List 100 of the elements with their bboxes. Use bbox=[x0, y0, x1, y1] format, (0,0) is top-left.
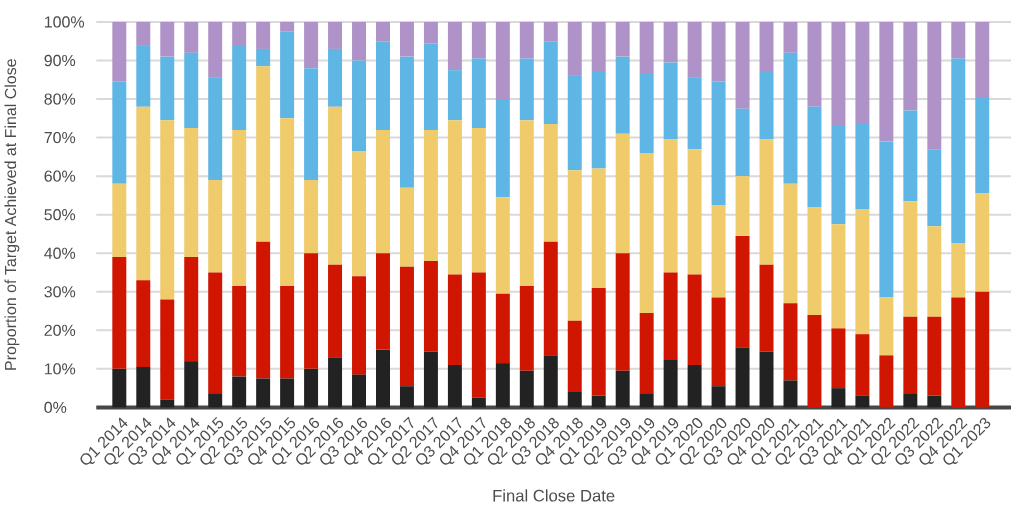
y-tick-label: 50% bbox=[44, 208, 76, 221]
bar bbox=[855, 395, 870, 408]
bar bbox=[543, 21, 558, 42]
bar bbox=[903, 110, 918, 202]
bar bbox=[447, 274, 462, 365]
bar bbox=[639, 21, 654, 74]
bar bbox=[232, 129, 247, 286]
bar bbox=[951, 297, 966, 408]
bar bbox=[855, 21, 870, 124]
bar bbox=[519, 285, 534, 371]
bar bbox=[735, 21, 750, 109]
bar bbox=[591, 168, 606, 288]
bar bbox=[735, 176, 750, 236]
bar bbox=[256, 66, 271, 242]
bar bbox=[615, 370, 630, 408]
bar bbox=[376, 21, 390, 42]
bar bbox=[352, 60, 367, 151]
bar bbox=[903, 201, 918, 317]
bar bbox=[615, 253, 630, 371]
bar bbox=[423, 43, 438, 130]
bar bbox=[160, 120, 175, 300]
bar bbox=[184, 21, 199, 53]
bar bbox=[759, 71, 774, 140]
bar bbox=[759, 139, 774, 265]
bar bbox=[471, 58, 486, 128]
bar bbox=[639, 152, 654, 313]
bar bbox=[208, 272, 223, 394]
bar bbox=[519, 21, 534, 59]
y-tick-label: 100% bbox=[44, 16, 85, 28]
bar bbox=[567, 391, 582, 408]
bar bbox=[567, 21, 582, 76]
bar bbox=[280, 285, 295, 379]
bar bbox=[376, 349, 390, 408]
bar bbox=[783, 183, 798, 304]
bar bbox=[328, 48, 343, 107]
bar bbox=[136, 366, 151, 408]
bar bbox=[663, 139, 678, 273]
bar bbox=[927, 226, 942, 317]
bar bbox=[855, 208, 870, 335]
bar bbox=[232, 21, 247, 45]
bar bbox=[112, 368, 127, 408]
bar bbox=[208, 21, 223, 78]
bar bbox=[328, 106, 343, 265]
bar bbox=[759, 21, 774, 72]
bar bbox=[879, 355, 894, 408]
bar bbox=[423, 129, 438, 261]
bar bbox=[567, 320, 582, 392]
bar bbox=[184, 52, 199, 128]
bar bbox=[567, 170, 582, 321]
bar bbox=[328, 264, 343, 358]
bar bbox=[280, 118, 295, 286]
y-tick-label: 20% bbox=[44, 324, 76, 336]
bar bbox=[639, 73, 654, 153]
bar bbox=[831, 388, 846, 408]
bar bbox=[831, 224, 846, 329]
y-tick-label: 40% bbox=[44, 247, 76, 259]
bar bbox=[352, 21, 367, 61]
bar bbox=[927, 395, 942, 408]
bar bbox=[975, 21, 990, 97]
y-tick-label: 80% bbox=[44, 93, 76, 105]
bar bbox=[807, 106, 822, 207]
bar bbox=[543, 123, 558, 242]
bar bbox=[687, 364, 702, 408]
bar bbox=[711, 297, 726, 387]
bar bbox=[711, 386, 726, 408]
bar bbox=[879, 141, 894, 298]
bar bbox=[519, 370, 534, 408]
bar bbox=[543, 355, 558, 408]
bar bbox=[447, 120, 462, 275]
bar bbox=[232, 376, 247, 408]
bar bbox=[376, 41, 390, 130]
bar bbox=[280, 378, 295, 408]
bar bbox=[256, 48, 271, 67]
bar bbox=[831, 21, 846, 126]
bar bbox=[423, 351, 438, 408]
bar bbox=[639, 312, 654, 394]
y-tick-label: 60% bbox=[44, 170, 76, 182]
bar bbox=[615, 21, 630, 57]
bar bbox=[232, 44, 247, 130]
bar bbox=[903, 393, 918, 408]
bar bbox=[687, 77, 702, 150]
bar bbox=[663, 62, 678, 140]
bar bbox=[280, 21, 295, 32]
bar bbox=[687, 274, 702, 365]
bar bbox=[495, 362, 510, 408]
bar bbox=[208, 393, 223, 408]
bar bbox=[855, 334, 870, 396]
bar bbox=[423, 21, 438, 44]
bar bbox=[663, 21, 678, 63]
bar bbox=[807, 314, 822, 408]
x-axis-title: Final Close Date bbox=[493, 489, 615, 502]
bar bbox=[927, 149, 942, 227]
bar bbox=[495, 98, 510, 198]
bar bbox=[112, 256, 127, 369]
bar bbox=[304, 368, 319, 408]
bar bbox=[831, 125, 846, 225]
bar bbox=[783, 52, 798, 184]
bar bbox=[495, 293, 510, 363]
bar bbox=[136, 280, 151, 367]
bar bbox=[352, 150, 367, 277]
